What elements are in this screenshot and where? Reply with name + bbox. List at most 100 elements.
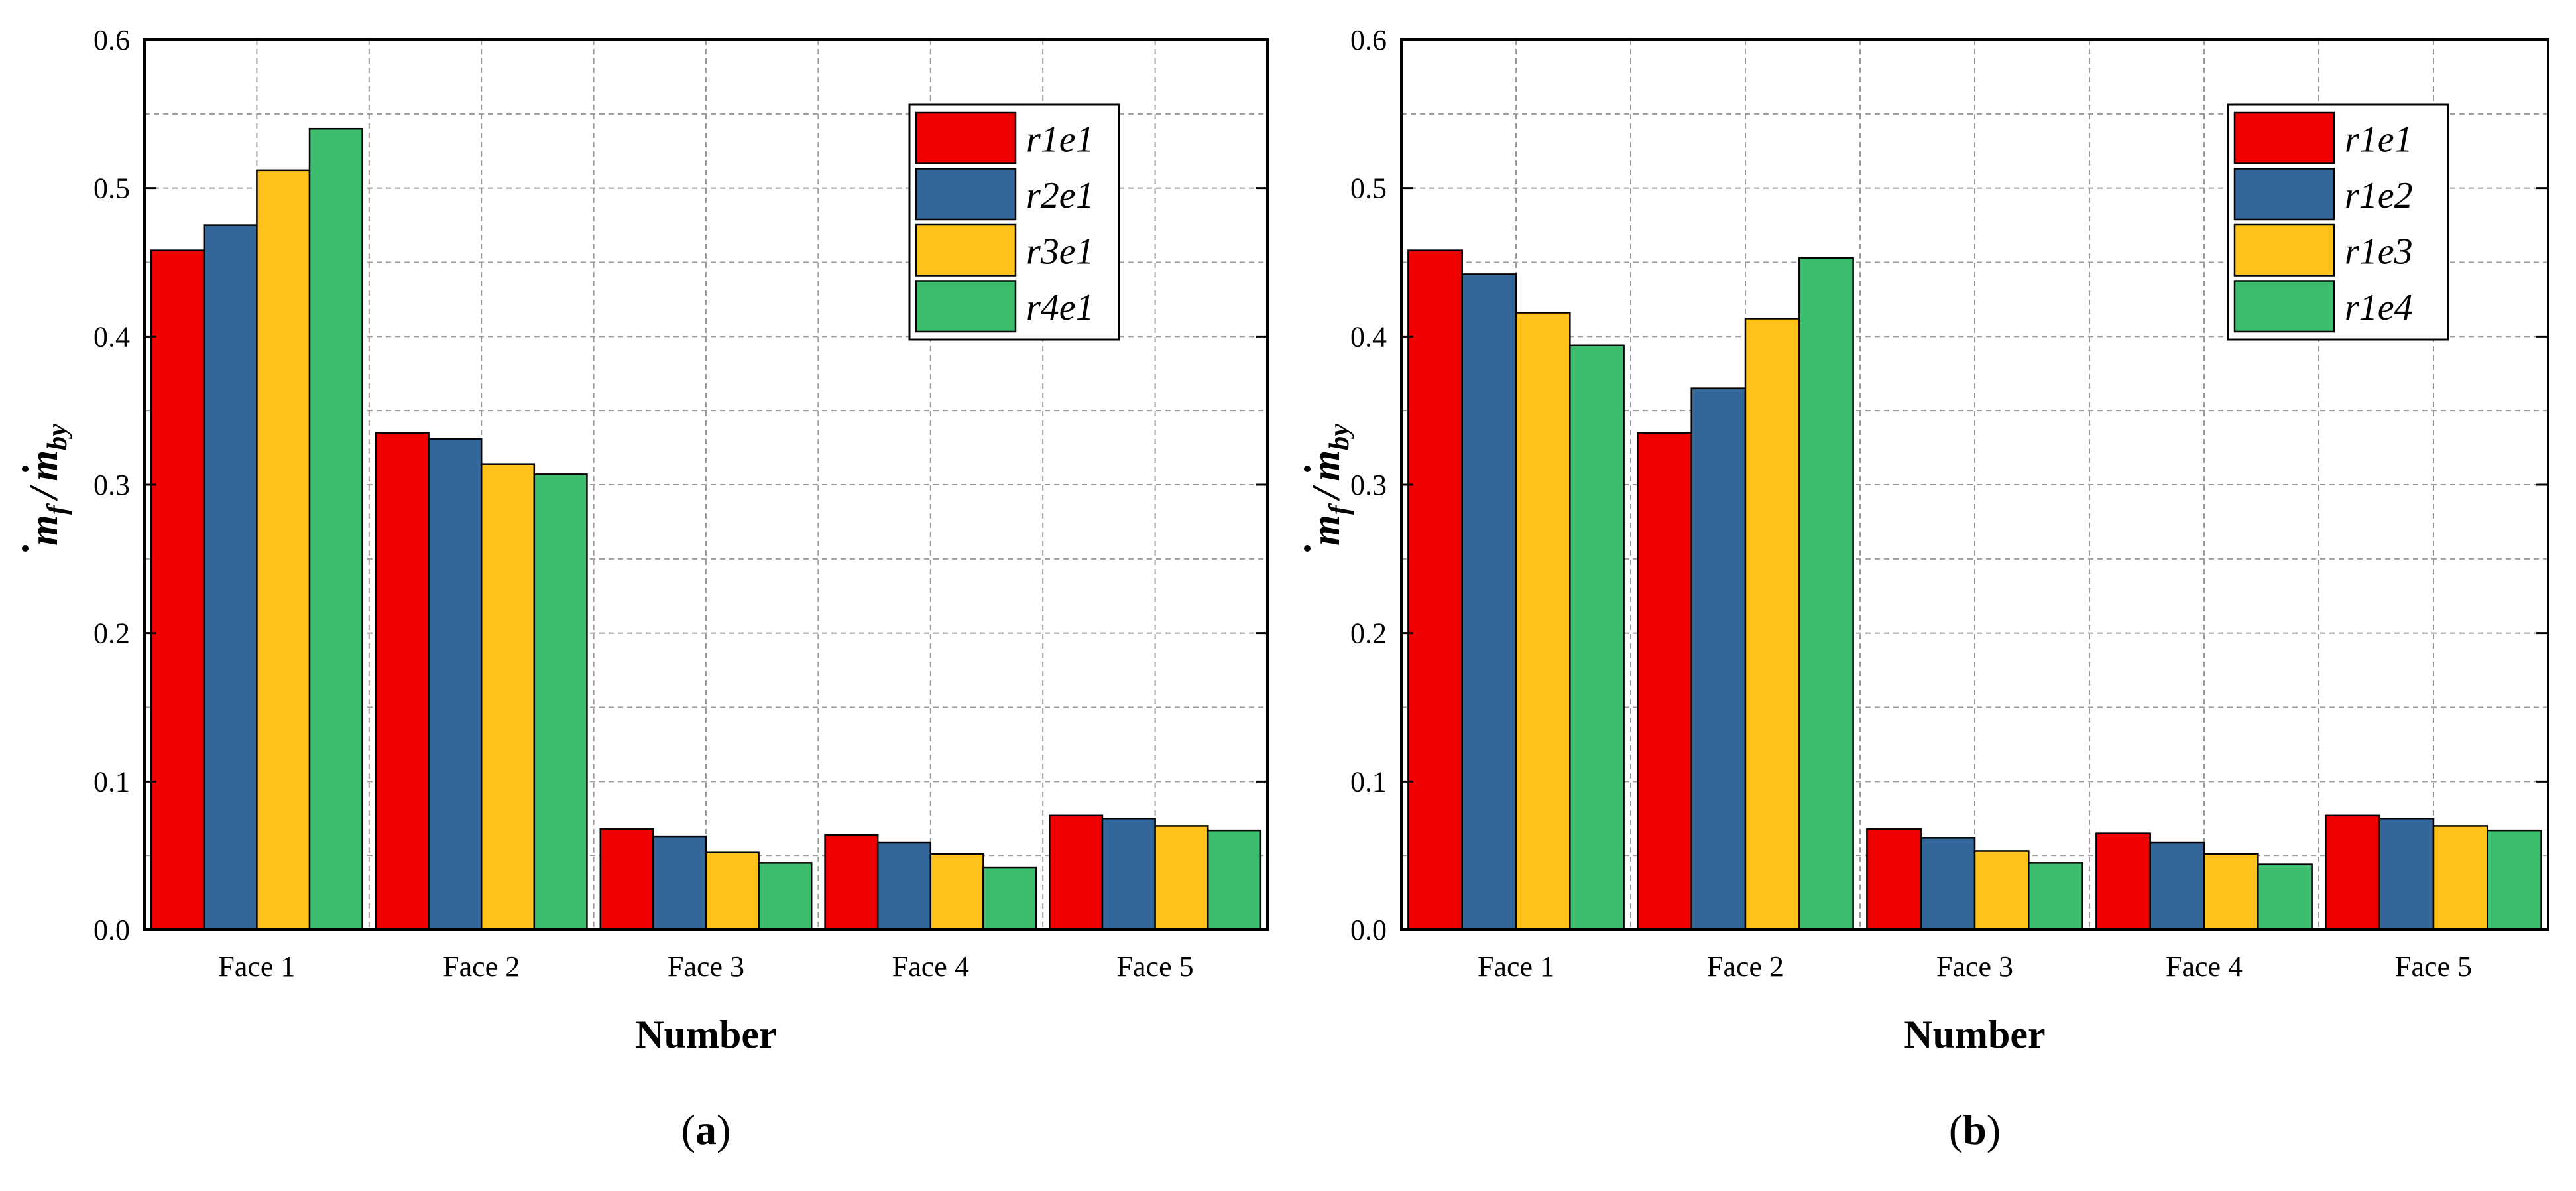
ylabel-part: by — [42, 424, 73, 450]
y-tick-label: 0.1 — [1350, 765, 1387, 798]
legend-label: r1e1 — [1026, 119, 1094, 160]
panel-caption: (b) — [1949, 1106, 2001, 1153]
bar-r1e2-face-1 — [1461, 273, 1517, 931]
bar-r1e2-face-4 — [2149, 841, 2205, 931]
bar-r1e4-face-5 — [2487, 829, 2542, 931]
bar-r1e3-face-3 — [1973, 850, 2030, 931]
bar-r1e1-face-1 — [1407, 249, 1463, 931]
x-tick-label: Face 2 — [443, 950, 520, 983]
caption-paren: ) — [717, 1106, 731, 1153]
bar-r2e1-face-1 — [203, 224, 258, 931]
bar-r2e1-face-4 — [876, 841, 932, 931]
ylabel-part: f — [42, 503, 73, 515]
panel-label: b — [1963, 1106, 1987, 1153]
bar-r2e1-face-2 — [428, 438, 483, 931]
bars — [150, 127, 1262, 931]
x-tick-label: Face 2 — [1707, 950, 1784, 983]
bar-r2e1-face-5 — [1101, 818, 1156, 931]
y-tick-label: 0.4 — [1350, 320, 1387, 353]
x-tick-label: Face 1 — [218, 950, 295, 983]
bar-r1e1-face-3 — [599, 828, 654, 931]
legend-swatch-r1e1 — [915, 111, 1017, 164]
bar-r1e4-face-1 — [1569, 344, 1625, 931]
legend-label: r1e1 — [2345, 119, 2413, 160]
y-tick-label: 0.3 — [1350, 469, 1387, 501]
bar-r3e1-face-1 — [256, 169, 311, 931]
bar-r1e3-face-2 — [1744, 318, 1800, 931]
legend-swatch-r1e1 — [2233, 111, 2335, 164]
ylabel-part: m — [1304, 450, 1348, 481]
bar-r1e3-face-1 — [1515, 312, 1571, 931]
y-axis-title-text: mf/mby — [1304, 424, 1355, 546]
bar-r3e1-face-3 — [705, 851, 760, 931]
overdot — [22, 466, 29, 472]
x-axis: Face 1 Face 2 Face 3 Face 4 Face 5 — [218, 950, 1193, 983]
x-axis: Face 1 Face 2 Face 3 Face 4 Face 5 — [1478, 950, 2472, 983]
bar-r1e1-face-3 — [1866, 828, 1922, 931]
bar-r1e2-face-2 — [1690, 387, 1747, 931]
y-tick-label: 0.3 — [93, 469, 130, 501]
legend-swatch-r4e1 — [915, 280, 1017, 333]
overdot — [1304, 545, 1311, 552]
bar-r3e1-face-2 — [480, 463, 536, 931]
y-tick-label: 0.1 — [93, 765, 130, 798]
x-tick-label: Face 3 — [1936, 950, 2013, 983]
legend-swatch-r3e1 — [915, 223, 1017, 277]
panel-label: a — [695, 1106, 717, 1153]
legend-label: r1e2 — [2345, 175, 2413, 216]
x-tick-label: Face 5 — [2395, 950, 2472, 983]
bar-r1e1-face-4 — [2095, 832, 2151, 931]
y-tick-label: 0.5 — [93, 172, 130, 205]
bar-r1e4-face-3 — [2028, 862, 2083, 931]
chart-panel-a: 0.0 0.1 0.2 0.3 0.4 0.5 0.6 Face 1 Face 2 Face 3 F… — [22, 24, 1269, 1153]
y-axis-title: mf/mby — [22, 424, 73, 552]
bar-r4e1-face-5 — [1206, 829, 1262, 931]
y-tick-label: 0.2 — [93, 617, 130, 650]
bar-r3e1-face-5 — [1154, 825, 1209, 931]
bar-r4e1-face-2 — [533, 473, 588, 931]
x-tick-label: Face 4 — [2166, 950, 2243, 983]
x-tick-label: Face 3 — [668, 950, 744, 983]
overdot — [22, 545, 29, 552]
ylabel-part: m — [22, 450, 66, 481]
bar-r4e1-face-4 — [982, 866, 1037, 931]
bar-r1e1-face-5 — [2325, 814, 2380, 931]
caption-paren: ) — [1987, 1106, 2001, 1153]
bar-r4e1-face-1 — [308, 127, 363, 931]
legend: r1e1 r1e2 r1e3 r1e4 — [2227, 103, 2449, 341]
y-tick-label: 0.2 — [1350, 617, 1387, 650]
x-tick-label: Face 5 — [1117, 950, 1194, 983]
ylabel-part: / — [22, 484, 66, 501]
y-tick-label: 0.6 — [93, 24, 130, 56]
y-tick-label: 0.5 — [1350, 172, 1387, 205]
legend-swatch-r2e1 — [915, 168, 1017, 221]
overdot — [1304, 466, 1311, 472]
legend-swatch-r1e4 — [2233, 280, 2335, 333]
bar-r1e1-face-2 — [1637, 432, 1692, 931]
x-tick-label: Face 1 — [1478, 950, 1554, 983]
caption-paren: ( — [1949, 1106, 1963, 1153]
bar-r1e1-face-2 — [375, 432, 430, 931]
ylabel-part: f — [1324, 503, 1355, 515]
legend-label: r2e1 — [1026, 175, 1094, 216]
bar-r1e2-face-5 — [2378, 818, 2435, 931]
ylabel-part: by — [1324, 424, 1355, 450]
legend-label: r1e4 — [2345, 287, 2413, 328]
y-tick-label: 0.0 — [93, 914, 130, 946]
bar-r1e4-face-4 — [2257, 863, 2313, 931]
bar-r1e4-face-2 — [1798, 257, 1854, 931]
legend-label: r3e1 — [1026, 231, 1094, 272]
bar-r1e1-face-5 — [1049, 814, 1104, 931]
y-axis: 0.0 0.1 0.2 0.3 0.4 0.5 0.6 — [93, 24, 1267, 946]
y-axis-title: mf/mby — [1304, 424, 1355, 552]
y-axis: 0.0 0.1 0.2 0.3 0.4 0.5 0.6 — [1350, 24, 2548, 946]
ylabel-part: / — [1304, 484, 1348, 501]
bar-r1e1-face-1 — [150, 249, 205, 931]
y-tick-label: 0.4 — [93, 320, 130, 353]
bar-r4e1-face-3 — [758, 862, 813, 931]
panel-caption: (a) — [681, 1106, 731, 1153]
y-tick-label: 0.6 — [1350, 24, 1387, 56]
legend-label: r4e1 — [1026, 287, 1094, 328]
x-axis-title: Number — [1904, 1013, 2045, 1056]
